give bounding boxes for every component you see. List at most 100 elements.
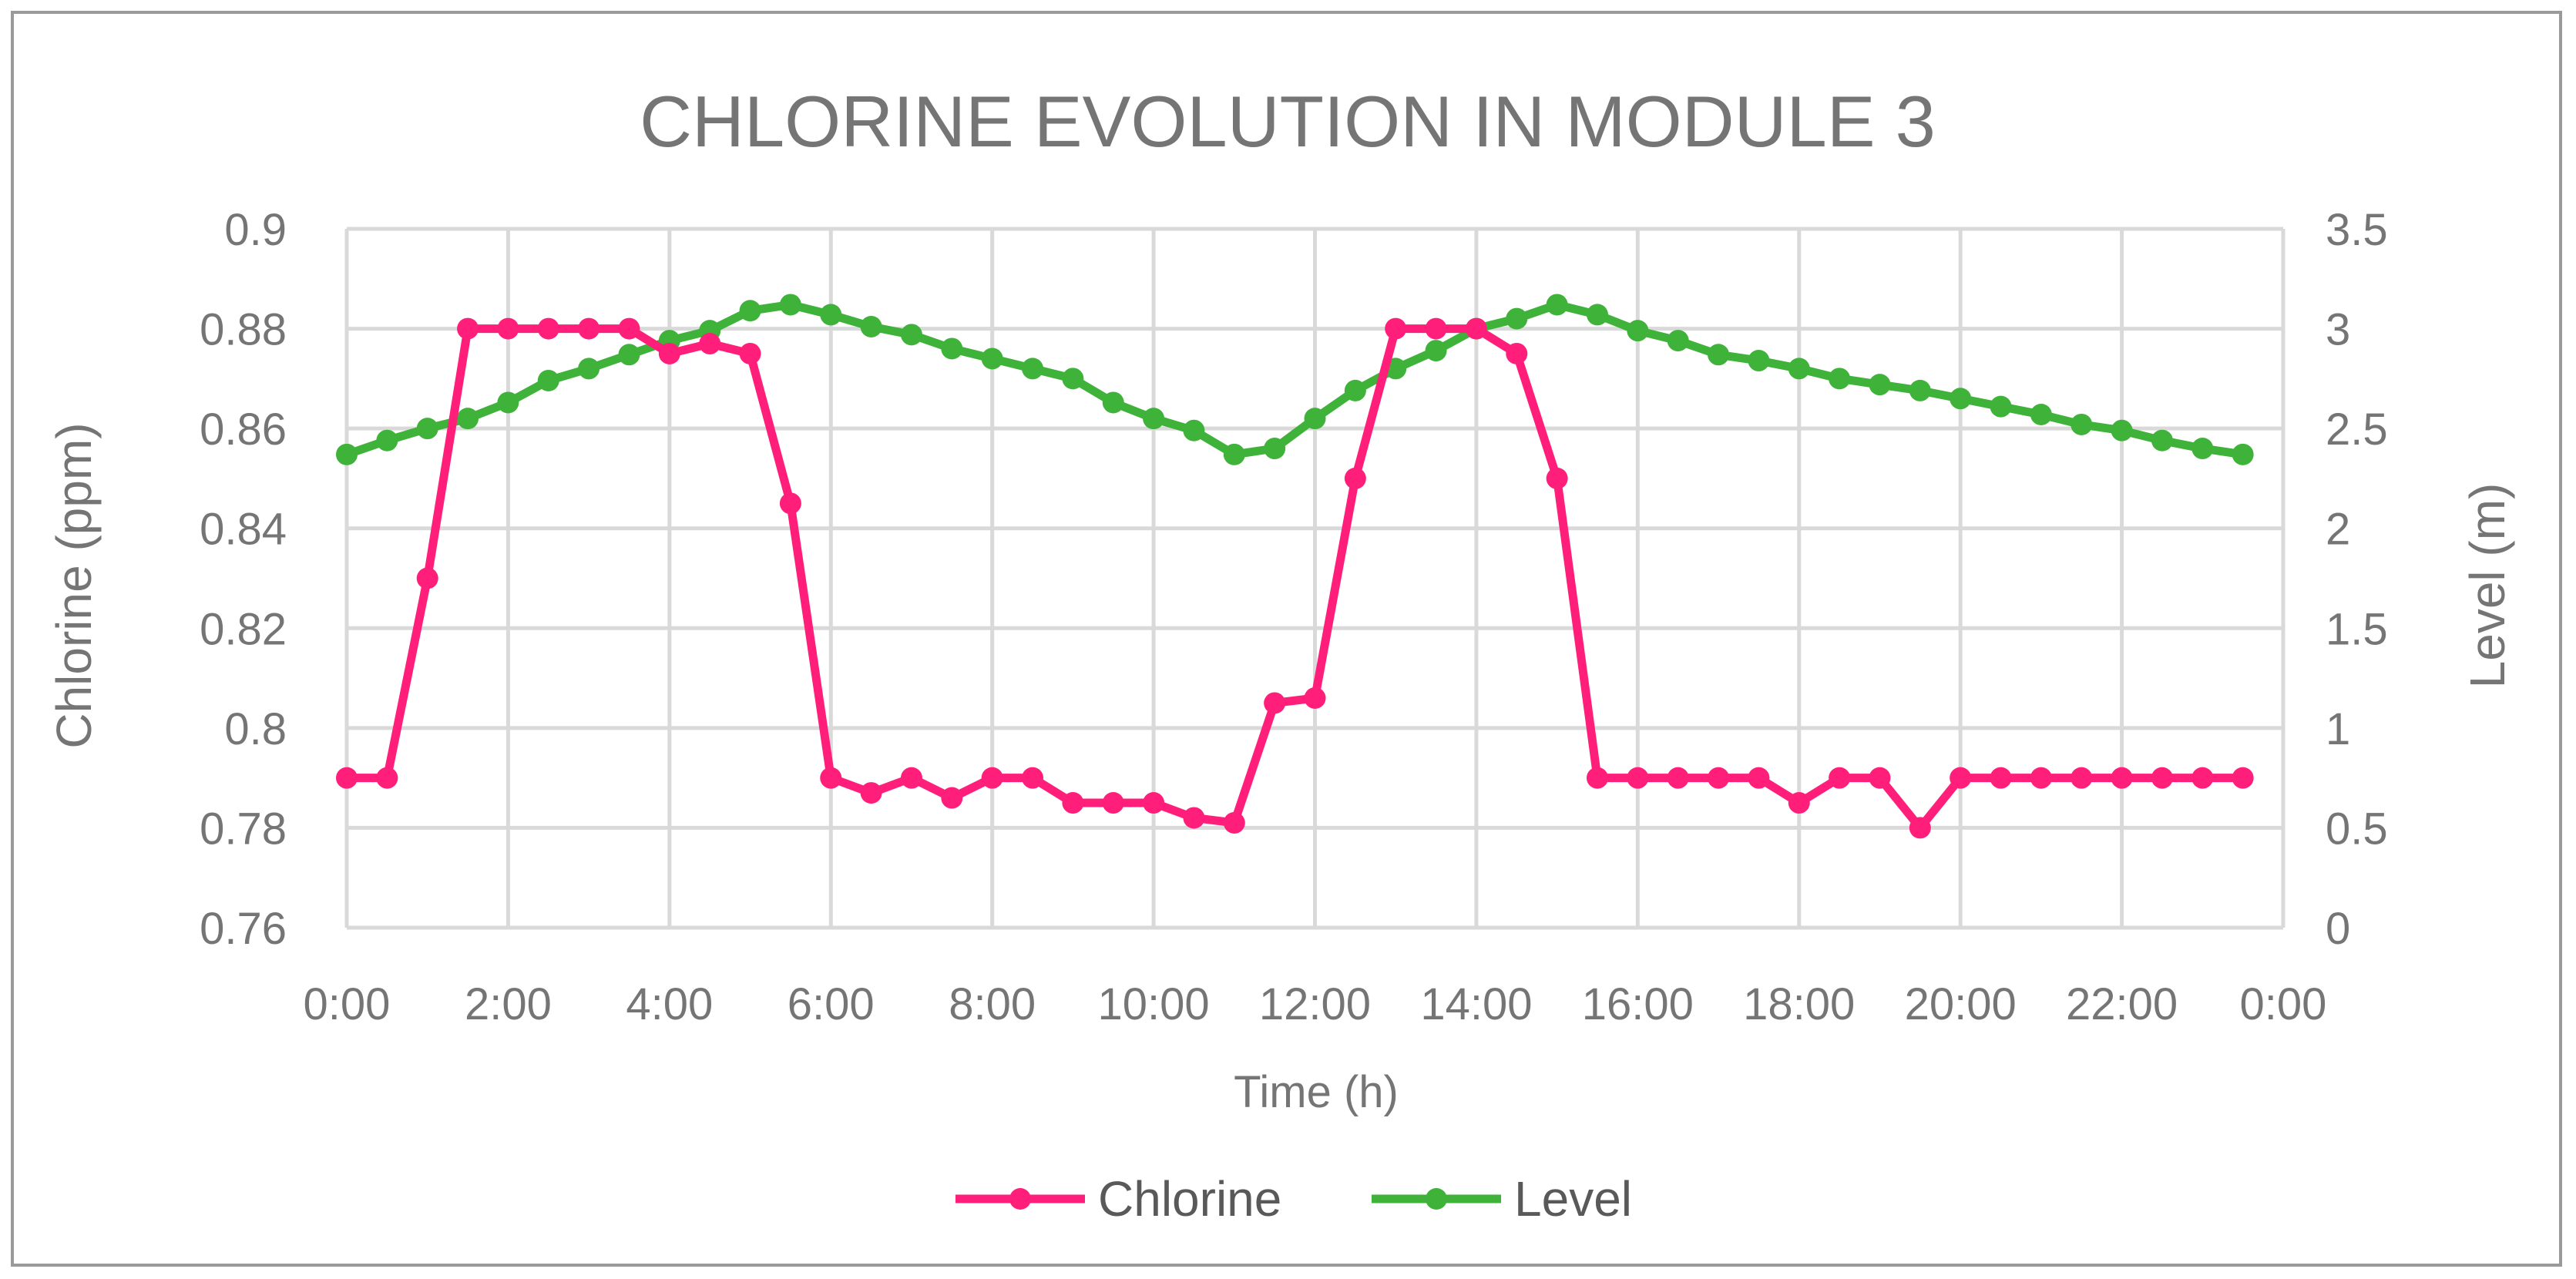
chlorine-point [2111, 767, 2133, 789]
x-tick-label: 0:00 [304, 979, 391, 1029]
level-point [2071, 413, 2093, 435]
level-point [779, 294, 801, 316]
right-tick-label: 0 [2326, 904, 2350, 954]
level-point [2191, 438, 2214, 460]
left-tick-label: 0.8 [224, 704, 287, 754]
right-tick-label: 2.5 [2326, 405, 2388, 455]
chlorine-point [1344, 467, 1366, 489]
level-point [1143, 408, 1165, 430]
chart-frame [11, 11, 2562, 1267]
chart-title: CHLORINE EVOLUTION IN MODULE 3 [640, 81, 1936, 162]
level-point [1183, 419, 1205, 441]
chlorine-point [376, 767, 398, 789]
left-tick-label: 0.88 [200, 305, 287, 355]
chlorine-point [1425, 317, 1447, 340]
left-axis-title: Chlorine (ppm) [46, 422, 102, 748]
chlorine-point [2232, 767, 2254, 789]
level-point [1748, 350, 1770, 372]
level-point [820, 304, 842, 326]
chlorine-point [1546, 467, 1568, 489]
level-point [1425, 340, 1447, 362]
chlorine-point [981, 767, 1003, 789]
level-point [2111, 419, 2133, 441]
x-tick-label: 16:00 [1582, 979, 1694, 1029]
chlorine-point [1909, 817, 1931, 839]
level-point [578, 358, 600, 380]
legend-label: Level [1514, 1171, 1632, 1227]
right-tick-label: 0.5 [2326, 804, 2388, 854]
right-axis-ticks: 0 0.5 1 1.5 2 2.5 3 3.5 [2326, 205, 2388, 954]
x-tick-label: 10:00 [1098, 979, 1210, 1029]
left-axis-ticks: 0.76 0.78 0.8 0.82 0.84 0.86 0.88 0.9 [200, 205, 287, 954]
chlorine-point [1304, 686, 1326, 709]
chlorine-point [779, 492, 801, 515]
level-point [1506, 307, 1528, 330]
level-point [416, 418, 438, 440]
level-point [2232, 443, 2254, 465]
chlorine-point [699, 333, 721, 355]
x-axis-title: Time (h) [1234, 1067, 1399, 1117]
level-point [941, 337, 963, 360]
chlorine-point [1143, 792, 1165, 814]
level-point [860, 315, 882, 337]
chlorine-point [1788, 792, 1810, 814]
series-chlorine [336, 317, 2254, 839]
x-tick-label: 20:00 [1905, 979, 2017, 1029]
chlorine-point [1869, 767, 1891, 789]
chlorine-point [1223, 811, 1245, 834]
level-point [1022, 358, 1044, 380]
level-point [1586, 304, 1608, 326]
chlorine-point [1950, 767, 1972, 789]
chlorine-point [2071, 767, 2093, 789]
level-point [1627, 320, 1649, 342]
gridlines [344, 227, 2285, 930]
x-tick-label: 6:00 [788, 979, 875, 1029]
level-point [2151, 429, 2173, 452]
level-point [618, 344, 640, 366]
level-point [1102, 391, 1124, 414]
series-layer [336, 294, 2254, 839]
chlorine-point [537, 317, 559, 340]
left-tick-label: 0.86 [200, 405, 287, 455]
level-point [1829, 368, 1851, 390]
chlorine-point [457, 317, 479, 340]
chlorine-point [1183, 807, 1205, 829]
x-tick-label: 18:00 [1743, 979, 1855, 1029]
level-point [981, 347, 1003, 370]
legend-swatch-marker [1426, 1188, 1447, 1210]
x-axis-ticks: 0:00 2:00 4:00 6:00 8:00 10:00 12:00 14:00 16:00… [304, 979, 2327, 1029]
chlorine-point [1627, 767, 1649, 789]
chlorine-point [900, 767, 922, 789]
level-point [376, 429, 398, 452]
right-tick-label: 1 [2326, 704, 2350, 754]
x-tick-label: 12:00 [1259, 979, 1371, 1029]
x-tick-label: 2:00 [465, 979, 552, 1029]
chlorine-point [1506, 342, 1528, 364]
chlorine-point [739, 342, 761, 364]
legend-swatch-marker [1009, 1188, 1031, 1210]
right-tick-label: 3 [2326, 305, 2350, 355]
level-point [1909, 379, 1931, 401]
chlorine-point [1667, 767, 1689, 789]
x-tick-label: 14:00 [1420, 979, 1532, 1029]
left-tick-label: 0.78 [200, 804, 287, 854]
legend-label: Chlorine [1098, 1171, 1281, 1227]
level-point [1869, 374, 1891, 396]
left-tick-label: 0.76 [200, 904, 287, 954]
right-axis-title: Level (m) [2460, 483, 2515, 689]
level-point [1304, 408, 1326, 430]
chlorine-point [1586, 767, 1608, 789]
left-tick-label: 0.84 [200, 505, 287, 555]
right-tick-label: 3.5 [2326, 205, 2388, 255]
chlorine-point [1708, 767, 1730, 789]
chlorine-point [2191, 767, 2214, 789]
level-point [739, 300, 761, 322]
level-point [1667, 330, 1689, 352]
level-point [1546, 294, 1568, 316]
chlorine-point [1829, 767, 1851, 789]
chlorine-point [578, 317, 600, 340]
chlorine-point [2030, 767, 2052, 789]
left-tick-label: 0.9 [224, 205, 287, 255]
legend: Chlorine Level [956, 1171, 1632, 1227]
chlorine-point [1465, 317, 1487, 340]
